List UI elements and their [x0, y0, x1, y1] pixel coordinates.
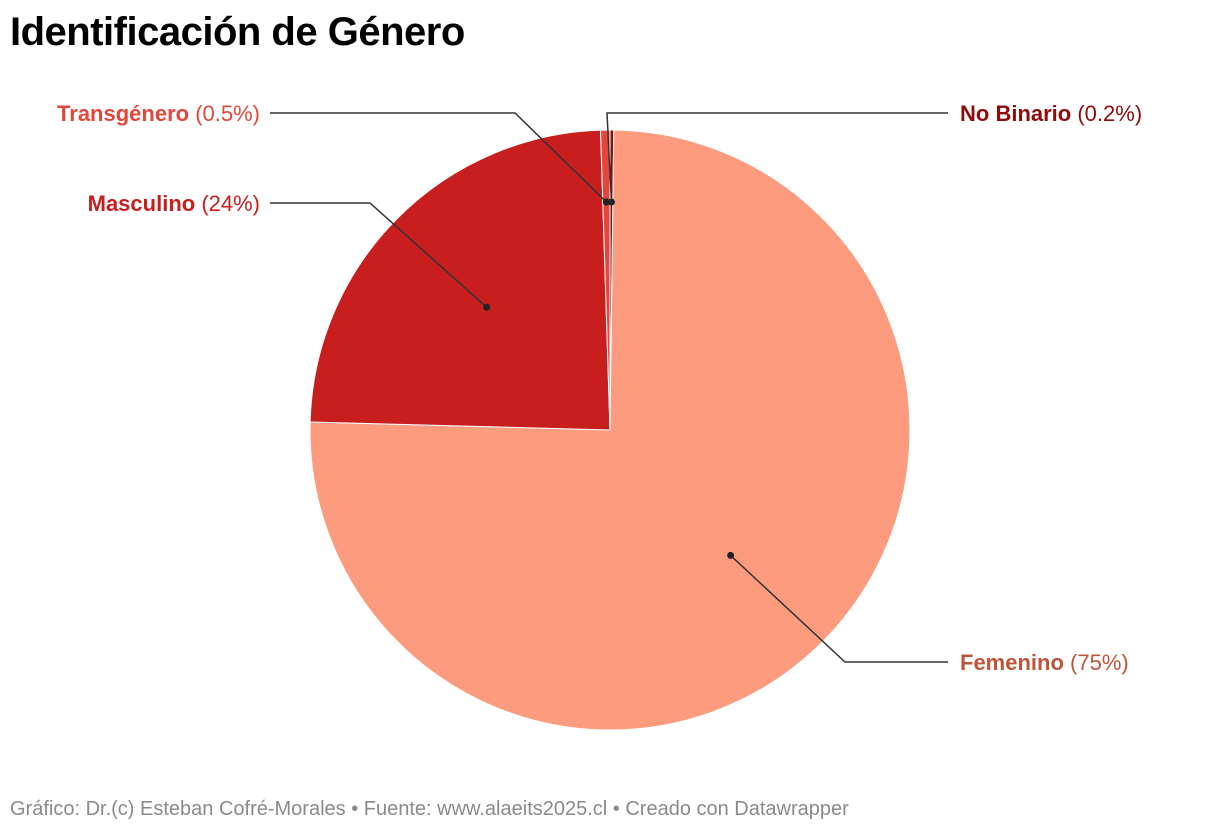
pie-chart: No Binario (0.2%) Femenino (75%) Masculino…	[57, 101, 1142, 731]
label-value-femenino: (75%)	[1064, 650, 1129, 675]
slice-labels: No Binario (0.2%) Femenino (75%) Masculino…	[57, 101, 1142, 675]
pie-slices	[309, 129, 911, 731]
leader-line-masculino	[270, 202, 488, 308]
leader-line-femenino	[730, 554, 948, 663]
leader-dot-masculino	[483, 303, 491, 311]
label-femenino: Femenino (75%)	[960, 650, 1129, 675]
label-name-femenino: Femenino	[960, 650, 1064, 675]
leader-lines	[270, 112, 948, 663]
leader-line-transg-nero	[270, 112, 607, 203]
label-name-no-binario: No Binario	[960, 101, 1071, 126]
leader-line-no-binario	[606, 112, 948, 203]
leader-dot-transg-nero	[602, 198, 610, 206]
leader-dot-no-binario	[607, 198, 615, 206]
leader-dot-femenino	[727, 551, 735, 559]
chart-footer: Gráfico: Dr.(c) Esteban Cofré-Morales • …	[10, 798, 849, 820]
label-value-transg-nero: (0.5%)	[189, 101, 260, 126]
label-value-no-binario: (0.2%)	[1071, 101, 1142, 126]
label-name-transg-nero: Transgénero	[57, 101, 189, 126]
label-transg-nero: Transgénero (0.5%)	[57, 101, 260, 126]
label-name-masculino: Masculino	[88, 191, 196, 216]
chart-title: Identificación de Género	[10, 10, 465, 54]
label-masculino: Masculino (24%)	[88, 191, 260, 216]
label-value-masculino: (24%)	[195, 191, 260, 216]
slice-masculino	[309, 129, 611, 431]
label-no-binario: No Binario (0.2%)	[960, 101, 1142, 126]
